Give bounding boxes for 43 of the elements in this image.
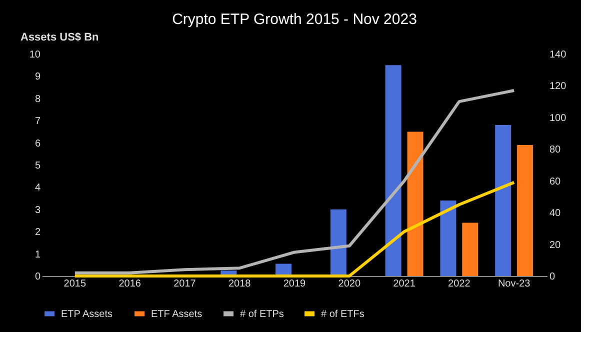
- y-axis-title: Assets US$ Bn: [20, 32, 100, 44]
- bar: [440, 200, 456, 276]
- line-series: [73, 88, 516, 274]
- bar: [407, 132, 424, 276]
- y-tick-label: 1: [34, 249, 41, 260]
- y-tick-label: 5: [34, 160, 41, 172]
- legend-label: # of ETFs: [321, 308, 364, 320]
- y-tick-label: 2: [34, 227, 41, 238]
- legend-label: ETP Assets: [61, 308, 113, 320]
- y2-tick-label: 60: [550, 176, 562, 188]
- x-tick-label: 2020: [338, 278, 361, 290]
- x-tick-label: 2022: [448, 278, 471, 290]
- y2-tick-label: 100: [550, 112, 567, 124]
- x-tick-label: 2021: [393, 278, 416, 290]
- x-tick-label: 2018: [228, 278, 252, 290]
- bar: [517, 145, 534, 276]
- bar: [385, 65, 402, 276]
- y2-tick-label: 120: [550, 81, 567, 92]
- x-tick-label: Nov-23: [498, 278, 531, 290]
- y2-tick-label: 0: [550, 272, 556, 282]
- x-tick-label: 2019: [283, 278, 306, 290]
- bar: [462, 222, 478, 276]
- y-tick-label: 0: [34, 272, 41, 282]
- y-tick-label: 3: [34, 204, 41, 216]
- legend-label: ETF Assets: [151, 308, 202, 320]
- x-tick-label: 2017: [174, 278, 196, 290]
- y-tick-label: 8: [34, 94, 41, 105]
- legend-label: # of ETPs: [240, 308, 284, 320]
- line-series: [73, 180, 516, 278]
- x-tick-label: 2016: [118, 278, 142, 290]
- y-tick-label: 6: [34, 138, 41, 150]
- bar: [330, 209, 346, 276]
- x-tick-label: 2015: [64, 278, 86, 290]
- y-tick-label: 4: [34, 182, 41, 194]
- y-tick-label: 9: [34, 72, 41, 83]
- chart-title: Crypto ETP Growth 2015 - Nov 2023: [172, 11, 417, 28]
- y2-tick-label: 80: [550, 144, 562, 156]
- y2-tick-label: 40: [550, 208, 562, 220]
- y2-tick-label: 140: [550, 50, 567, 60]
- y-tick-label: 10: [29, 50, 41, 60]
- y2-tick-label: 20: [550, 240, 562, 251]
- bar: [495, 125, 512, 276]
- y-tick-label: 7: [34, 116, 41, 128]
